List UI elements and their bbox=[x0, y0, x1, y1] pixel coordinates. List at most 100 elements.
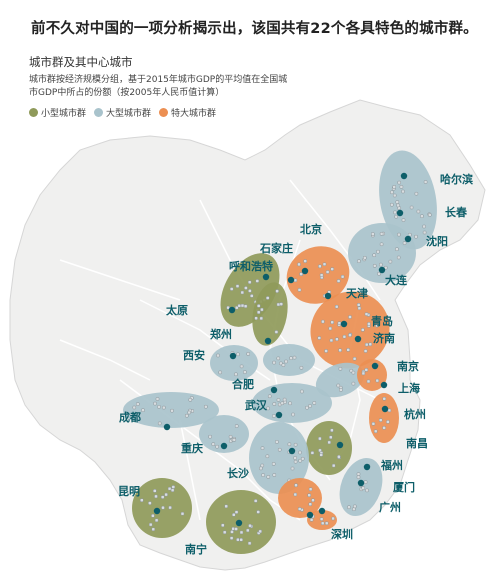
city-dot bbox=[161, 505, 165, 510]
city-dot bbox=[324, 521, 329, 526]
center-city-dot bbox=[354, 335, 362, 343]
city-dot bbox=[294, 483, 298, 487]
city-label: 太原 bbox=[165, 303, 188, 317]
city-dot bbox=[297, 507, 302, 511]
city-dot bbox=[319, 453, 323, 457]
city-dot bbox=[221, 523, 225, 528]
city-dot bbox=[258, 529, 262, 534]
city-dot bbox=[300, 389, 304, 394]
center-city-dot bbox=[340, 320, 348, 328]
center-city-dot bbox=[378, 266, 386, 274]
city-dot bbox=[293, 459, 298, 464]
city-dot bbox=[305, 405, 309, 410]
city-dot bbox=[132, 405, 137, 410]
city-dot bbox=[247, 541, 252, 546]
city-dot bbox=[293, 278, 298, 283]
city-dot bbox=[236, 537, 240, 542]
city-label: 上海 bbox=[398, 381, 420, 395]
city-dot bbox=[396, 203, 400, 208]
city-dot bbox=[318, 264, 322, 269]
city-dot bbox=[402, 241, 407, 245]
city-dot bbox=[256, 310, 261, 315]
city-dot bbox=[160, 495, 165, 499]
city-dot bbox=[378, 418, 383, 422]
city-dot bbox=[371, 422, 376, 426]
city-label: 大连 bbox=[385, 273, 408, 287]
city-dot bbox=[234, 510, 239, 514]
city-dot bbox=[320, 521, 325, 526]
city-dot bbox=[308, 502, 313, 506]
city-dot bbox=[361, 486, 365, 490]
city-label: 长春 bbox=[445, 205, 468, 219]
city-dot bbox=[416, 209, 421, 214]
city-label: 合肥 bbox=[232, 377, 254, 391]
city-label: 福州 bbox=[380, 458, 403, 472]
legend-label-small: 小型城市群 bbox=[41, 109, 87, 119]
city-dot bbox=[218, 370, 222, 375]
city-dot bbox=[339, 388, 343, 392]
city-dot bbox=[336, 279, 341, 283]
city-dot bbox=[348, 333, 352, 337]
city-dot bbox=[352, 507, 356, 511]
city-dot bbox=[308, 404, 312, 408]
city-label: 杭州 bbox=[404, 407, 426, 421]
city-dot bbox=[170, 488, 175, 492]
city-dot bbox=[277, 447, 282, 452]
city-dot bbox=[246, 528, 250, 533]
city-label: 厦门 bbox=[393, 480, 415, 494]
city-dot bbox=[224, 504, 228, 509]
city-dot bbox=[248, 523, 252, 528]
city-label: 北京 bbox=[300, 222, 322, 236]
city-dot bbox=[371, 232, 375, 236]
city-dot bbox=[272, 402, 277, 406]
city-dot bbox=[211, 442, 216, 446]
city-dot bbox=[340, 274, 345, 279]
city-dot bbox=[376, 249, 380, 254]
city-dot bbox=[300, 456, 305, 461]
city-dot bbox=[330, 428, 334, 433]
cluster-mega-5 bbox=[310, 291, 390, 369]
city-dot bbox=[409, 205, 414, 210]
city-dot bbox=[230, 530, 234, 534]
city-dot bbox=[239, 530, 244, 535]
land-layer bbox=[9, 99, 486, 571]
legend-swatch-mega bbox=[159, 108, 169, 117]
center-city-dot bbox=[396, 209, 404, 217]
city-dot bbox=[361, 371, 366, 376]
city-dot bbox=[322, 262, 327, 266]
city-dot bbox=[392, 193, 397, 198]
city-dot bbox=[250, 294, 254, 298]
map-subtitle: 城市群及其中心城市 bbox=[29, 55, 133, 69]
city-dot bbox=[319, 273, 324, 277]
city-dot bbox=[392, 185, 396, 189]
legend-item-small: 小型城市群 bbox=[29, 106, 86, 119]
city-dot bbox=[397, 232, 401, 237]
city-dot bbox=[239, 538, 243, 542]
city-dot bbox=[154, 494, 158, 499]
cluster-large-11 bbox=[252, 383, 332, 423]
city-dot bbox=[414, 234, 418, 239]
city-dot bbox=[229, 536, 234, 540]
city-dot bbox=[254, 316, 258, 320]
city-dot bbox=[330, 267, 334, 271]
city-dot bbox=[226, 305, 230, 310]
city-dot bbox=[401, 189, 405, 194]
city-dot bbox=[361, 328, 365, 332]
city-label: 济南 bbox=[373, 331, 395, 345]
cluster-large-0 bbox=[379, 150, 437, 250]
city-dot bbox=[356, 472, 361, 476]
city-dot bbox=[280, 401, 285, 406]
city-dot bbox=[338, 348, 342, 352]
city-dot bbox=[387, 408, 392, 413]
city-label: 呼和浩特 bbox=[229, 259, 273, 273]
page-title: 前不久对中国的一项分析揭示出，该国共有22个各具特色的城市群。 bbox=[31, 21, 478, 37]
city-dot bbox=[247, 280, 252, 284]
city-dot bbox=[260, 446, 265, 450]
center-city-dot bbox=[270, 386, 278, 394]
city-dot bbox=[364, 312, 369, 316]
city-dot bbox=[232, 438, 237, 442]
city-dot bbox=[330, 320, 334, 325]
city-dot bbox=[335, 337, 339, 341]
city-dot bbox=[329, 338, 334, 343]
city-dot bbox=[317, 336, 322, 340]
